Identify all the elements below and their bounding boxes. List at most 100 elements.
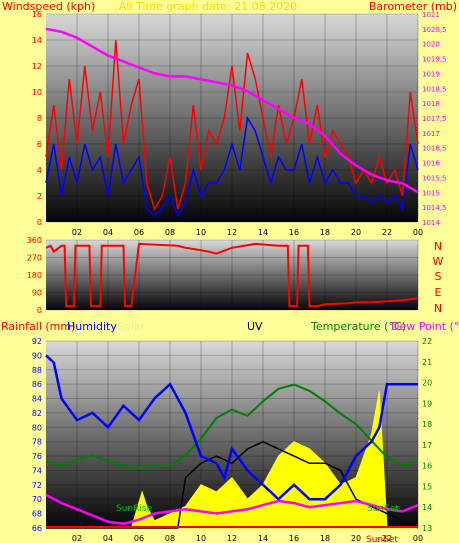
baro-y-tick: 1019,5 (422, 56, 447, 64)
wind-y-tick: 12 (32, 62, 42, 71)
baro-y-tick: 1017 (422, 130, 440, 138)
humidity-y-tick: 82 (32, 409, 42, 418)
temperature-y-tick: 22 (422, 337, 432, 346)
temperature-y-tick: 16 (422, 462, 432, 471)
baro-y-tick: 1019 (422, 70, 440, 78)
baro-y-tick: 1021 (422, 11, 440, 19)
direction-line (45, 242, 419, 308)
baro-y-tick: 1020,5 (422, 26, 447, 34)
temperature-y-tick: 18 (422, 420, 432, 429)
baro-y-tick: 1014,5 (422, 204, 447, 212)
humidity-y-tick: 70 (32, 495, 42, 504)
temp-humidity-x-tick: 18 (320, 534, 330, 543)
direction-y-tick: 270 (27, 254, 42, 263)
wind-direction-panel: 0 90 180 270 360 (27, 236, 419, 315)
humidity-y-tick: 78 (32, 438, 42, 447)
windspeed-line (45, 39, 419, 211)
temp-humidity-x-tick: 22 (382, 534, 392, 543)
wind-baro-x-tick: 14 (258, 228, 268, 237)
temperature-y-tick: 15 (422, 482, 432, 491)
wind-baro-x-tick: 06 (134, 228, 144, 237)
wind-y-tick: 16 (32, 10, 42, 19)
sunrise-label: SunRise (116, 504, 153, 514)
temp-humidity-x-tick: 12 (227, 534, 237, 543)
temp-humidity-x-tick: 04 (103, 534, 113, 543)
wind-baro-x-tick: 04 (103, 228, 113, 237)
wind-baro-panel: 024681012141610141014,510151015,51016101… (32, 10, 447, 237)
temp-humidity-x-tick: 06 (134, 534, 144, 543)
wind-y-tick: 0 (37, 218, 42, 227)
compass-n-top: N (434, 240, 442, 253)
legend-temperature: Temperature (°C) (310, 320, 406, 333)
wind-title: Windspeed (kph) (2, 0, 95, 13)
temp-humidity-x-tick: 10 (196, 534, 206, 543)
wind-baro-series (45, 27, 419, 218)
baro-y-tick: 1015,5 (422, 174, 447, 182)
temperature-y-tick: 14 (422, 503, 432, 512)
wind-baro-x-tick: 20 (351, 228, 361, 237)
temperature-line (45, 383, 419, 469)
humidity-y-tick: 88 (32, 366, 42, 375)
legend-rainfall: Rainfall (mm) (1, 320, 75, 333)
temperature-y-tick: 17 (422, 441, 432, 450)
baro-title: Barometer (mb) (369, 0, 457, 13)
baro-y-tick: 1018 (422, 100, 440, 108)
temp-humidity-x-tick: 00 (413, 534, 423, 543)
legend-uv: UV (247, 320, 263, 333)
temp-humidity-x-tick: 20 (351, 534, 361, 543)
wind-direction-grid (46, 239, 419, 311)
baro-y-tick: 1015 (422, 189, 440, 197)
temp-humidity-x-tick: 16 (289, 534, 299, 543)
direction-y-tick: 0 (37, 306, 42, 315)
temperature-y-tick: 13 (422, 524, 432, 533)
wind-baro-x-tick: 16 (289, 228, 299, 237)
temperature-y-tick: 21 (422, 358, 432, 367)
temp-humidity-panel: 66 68 70 72 74 76 78 80 82 84 86 88 90 92 13 14 15 16 17 18… (32, 337, 432, 543)
wind-baro-axes: 024681012141610141014,510151015,51016101… (32, 10, 447, 237)
legend: Rainfall (mm) Humidity Solar UV Temperat… (1, 320, 459, 333)
date-title: All Time graph date: 21.08.2020 (119, 0, 297, 13)
wind-baro-x-tick: 22 (382, 228, 392, 237)
legend-solar: Solar (117, 320, 146, 333)
wind-y-tick: 2 (37, 192, 42, 201)
humidity-y-tick: 92 (32, 337, 42, 346)
dewpoint-line (45, 493, 419, 526)
uv-line (46, 440, 419, 529)
wind-baro-x-tick: 18 (320, 228, 330, 237)
direction-y-tick: 180 (27, 271, 42, 280)
humidity-y-tick: 72 (32, 481, 42, 490)
compass-labels: N W S E N (433, 240, 444, 315)
baro-y-tick: 1017,5 (422, 115, 447, 123)
wind-direction-plot-area (46, 240, 418, 310)
legend-dewpoint: Dew Point (°C (391, 320, 459, 333)
wind-baro-x-tick: 12 (227, 228, 237, 237)
baro-y-tick: 1020 (422, 41, 440, 49)
direction-y-tick: 90 (32, 289, 42, 298)
temp-humidity-x-tick: 08 (165, 534, 175, 543)
wind-baro-plot-area (46, 14, 418, 222)
compass-n-bottom: N (434, 302, 442, 315)
wind-baro-x-tick: 02 (72, 228, 82, 237)
wind-direction-axes: 0 90 180 270 360 (27, 236, 42, 315)
sunset-label: SunSet (367, 504, 399, 514)
wind-baro-x-tick: 08 (165, 228, 175, 237)
humidity-y-tick: 66 (32, 524, 42, 533)
wind-direction-series (45, 242, 419, 308)
temp-humidity-axes: 66 68 70 72 74 76 78 80 82 84 86 88 90 92 13 14 15 16 17 18… (32, 337, 432, 543)
temperature-y-tick: 19 (422, 399, 432, 408)
compass-w: W (433, 255, 444, 268)
direction-y-tick: 360 (27, 236, 42, 245)
humidity-y-tick: 84 (32, 395, 42, 404)
humidity-y-tick: 80 (32, 423, 42, 432)
baro-y-tick: 1014 (422, 219, 440, 227)
compass-s: S (435, 270, 442, 283)
temp-humidity-x-tick: 02 (72, 534, 82, 543)
wind-y-tick: 4 (37, 166, 42, 175)
humidity-line (45, 354, 418, 501)
humidity-y-tick: 86 (32, 380, 42, 389)
legend-humidity: Humidity (67, 320, 117, 333)
temp-humidity-x-tick: 14 (258, 534, 268, 543)
sunset-axis-label: SunSet (366, 535, 398, 543)
gust-line (45, 115, 419, 218)
